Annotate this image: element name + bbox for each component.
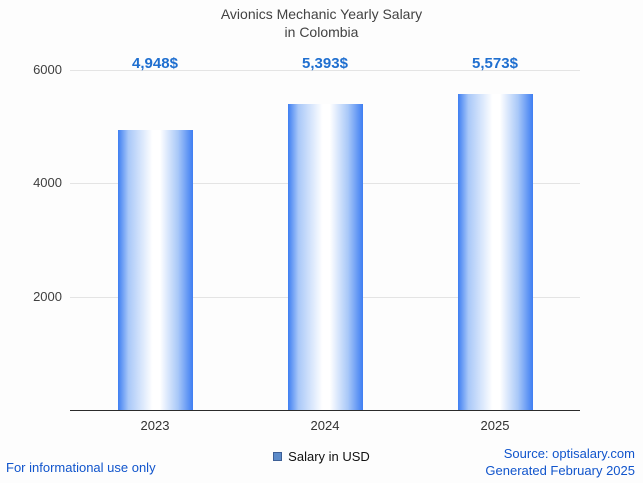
generated-date: Generated February 2025 xyxy=(485,463,635,478)
x-tick-label: 2023 xyxy=(140,418,170,433)
bar-value-label: 4,948$ xyxy=(132,55,178,72)
y-tick-label: 6000 xyxy=(33,62,62,77)
plot-area xyxy=(70,70,580,411)
gridline xyxy=(70,70,580,71)
chart-title-line2: in Colombia xyxy=(284,24,359,40)
legend-label: Salary in USD xyxy=(288,449,370,464)
footer-disclaimer: For informational use only xyxy=(6,460,156,475)
footer-source-block: Source: optisalary.com Generated Februar… xyxy=(485,445,635,479)
legend-item[interactable]: Salary in USD xyxy=(0,449,643,464)
source-link[interactable]: Source: optisalary.com xyxy=(503,446,635,461)
chart-title-line1: Avionics Mechanic Yearly Salary xyxy=(220,6,423,22)
bar-value-label: 5,573$ xyxy=(472,55,518,72)
y-tick-label: 2000 xyxy=(33,288,62,304)
bar-2023 xyxy=(117,129,193,410)
x-tick-label: 2024 xyxy=(310,418,340,433)
x-tick-label: 2025 xyxy=(480,418,510,433)
chart-title: Avionics Mechanic Yearly Salary in Colom… xyxy=(0,5,643,41)
y-tick-label: 4000 xyxy=(33,175,62,191)
bar-2024 xyxy=(287,104,363,410)
legend-swatch-icon xyxy=(273,452,283,461)
bar-value-label: 5,393$ xyxy=(302,55,348,72)
bar-2025 xyxy=(457,94,533,410)
